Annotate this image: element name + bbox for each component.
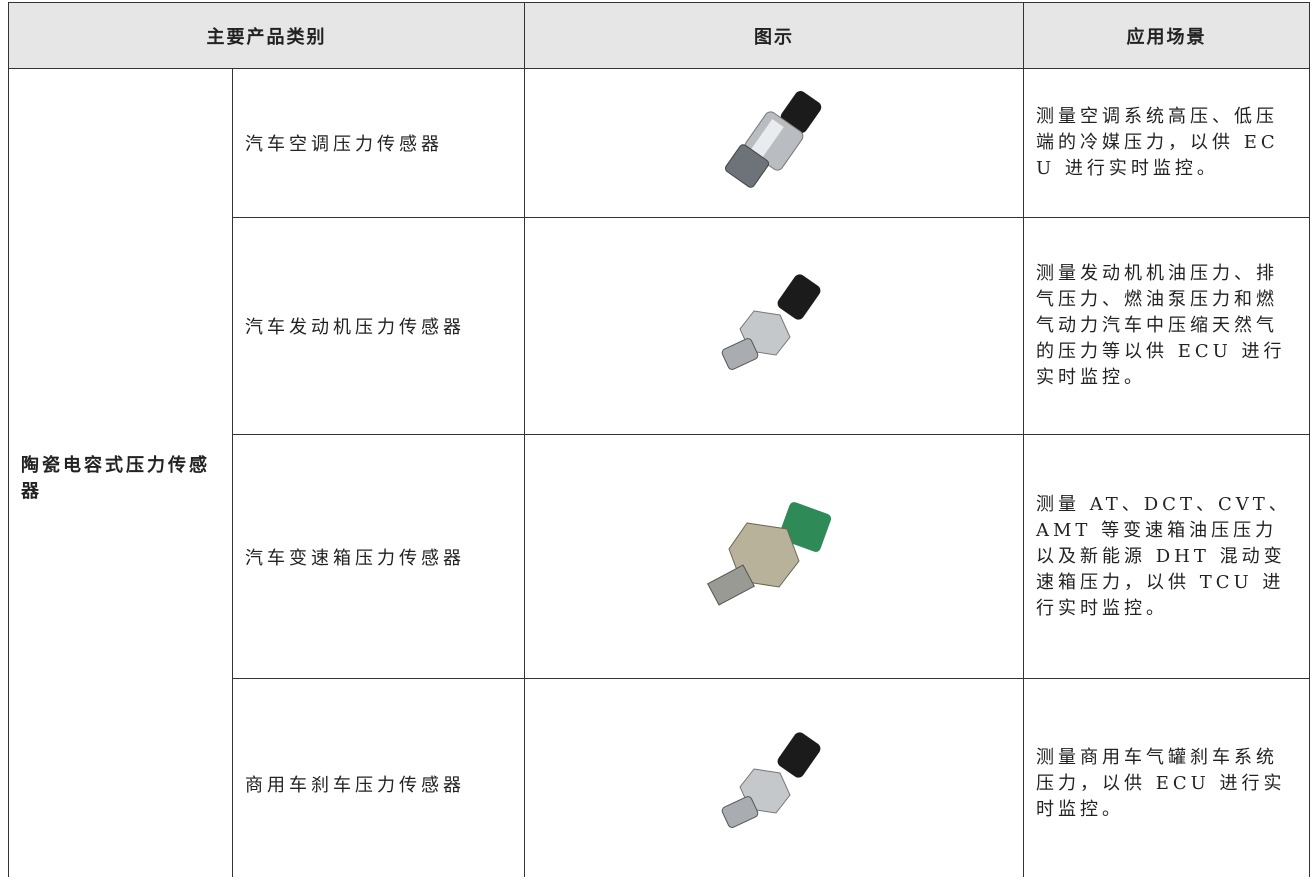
image-cell bbox=[524, 68, 1024, 218]
sensor-image bbox=[707, 501, 832, 606]
application-cell: 测量发动机机油压力、排气压力、燃油泵压力和燃气动力汽车中压缩天然气的压力等以供 … bbox=[1023, 217, 1310, 435]
application-cell: 测量 AT、DCT、CVT、AMT 等变速箱油压压力以及新能源 DHT 混动变速… bbox=[1023, 434, 1310, 679]
header-cell: 应用场景 bbox=[1023, 2, 1310, 69]
row: 汽车变速箱压力传感器 测量 AT、DCT、CVT、AMT 等变速箱油压压力以及新… bbox=[9, 434, 1310, 679]
product-cell: 商用车刹车压力传感器 bbox=[232, 678, 525, 877]
header-row: 主要产品类别 图示 应用场景 bbox=[8, 2, 1310, 69]
application-cell: 测量空调系统高压、低压端的冷媒压力，以供 ECU 进行实时监控。 bbox=[1023, 68, 1310, 218]
category-cell: 陶瓷电容式压力传感器 bbox=[8, 68, 233, 877]
sensor-image bbox=[724, 91, 822, 188]
header-cell: 图示 bbox=[524, 2, 1024, 69]
row: 商用车刹车压力传感器 测量商用车气罐刹车系统压力，以供 ECU 进行实时监控。 bbox=[9, 678, 1310, 877]
image-cell bbox=[524, 434, 1024, 679]
header-cell: 主要产品类别 bbox=[8, 2, 525, 69]
product-table: 主要产品类别 图示 应用场景 陶瓷电容式压力传感器 汽车空调压力传感器 测量空调… bbox=[8, 2, 1310, 877]
application-cell: 测量商用车气罐刹车系统压力，以供 ECU 进行实时监控。 bbox=[1023, 678, 1310, 877]
image-cell bbox=[524, 217, 1024, 435]
row: 陶瓷电容式压力传感器 汽车空调压力传感器 测量空调系统高压、低压端的冷媒压力，以… bbox=[8, 68, 1310, 877]
product-cell: 汽车空调压力传感器 bbox=[232, 68, 525, 218]
product-cell: 汽车发动机压力传感器 bbox=[232, 217, 525, 435]
row: 汽车发动机压力传感器 测量发动机机油压力、排气压力、燃油泵压力和燃气动力汽车中压… bbox=[9, 217, 1310, 435]
sensor-image bbox=[721, 731, 821, 828]
image-cell bbox=[524, 678, 1024, 877]
product-cell: 汽车变速箱压力传感器 bbox=[232, 434, 525, 679]
sensor-image bbox=[721, 274, 821, 370]
